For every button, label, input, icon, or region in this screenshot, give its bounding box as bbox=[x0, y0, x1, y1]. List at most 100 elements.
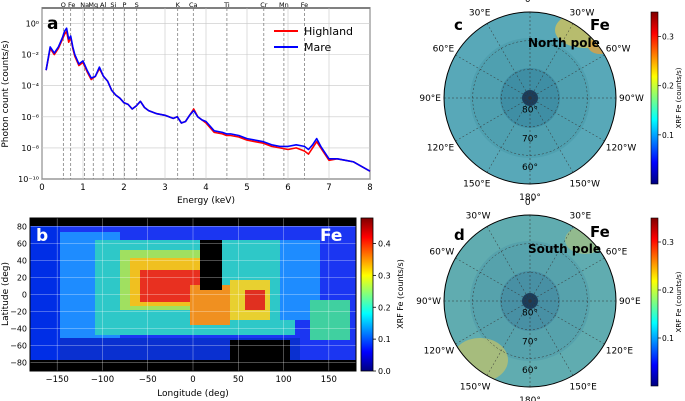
element-line-label: Na bbox=[80, 1, 89, 9]
fe-map-x-tick: −100 bbox=[91, 375, 114, 385]
south-pole-colorbar-label: XRF Fe (counts/s) bbox=[675, 271, 683, 332]
fe-map-grid bbox=[30, 218, 356, 371]
fe-map-no-data-block bbox=[230, 340, 290, 360]
longitude-label: 150°W bbox=[460, 383, 491, 393]
longitude-label: 150°E bbox=[570, 383, 598, 393]
north-pole-colorbar bbox=[650, 11, 659, 185]
fe-map-y-axis-label: Latitude (deg) bbox=[1, 262, 11, 326]
north-pole-element-label: Fe bbox=[590, 16, 610, 34]
north-pole-graticule bbox=[444, 12, 616, 184]
longitude-label: 60°W bbox=[606, 45, 631, 55]
element-line-label: K bbox=[176, 1, 181, 9]
fe-map-frame bbox=[29, 217, 357, 372]
longitude-label: 180° bbox=[519, 193, 541, 203]
fe-map-colorbar-ticks: 0.0 0.1 0.2 0.3 0.4 bbox=[373, 240, 391, 376]
latitude-label: 80° bbox=[522, 106, 538, 116]
spectrum-x-tick: 8 bbox=[367, 183, 372, 193]
south-pole-outline bbox=[443, 214, 617, 388]
south-pole-colorbar bbox=[650, 217, 659, 387]
spectrum-x-tick: 6 bbox=[285, 183, 290, 193]
spectrum-x-tick: 2 bbox=[121, 183, 126, 193]
spectrum-x-tick: 4 bbox=[203, 183, 208, 193]
longitude-label: 90°E bbox=[419, 94, 441, 104]
fe-map-x-axis-label: Longitude (deg) bbox=[157, 389, 229, 399]
fe-map-x-tick: −150 bbox=[45, 375, 68, 385]
pole-colorbar-tick: 0.3 bbox=[662, 33, 674, 42]
spectrum-x-tick: 5 bbox=[244, 183, 249, 193]
spectrum-y-ticks: 10⁻¹⁰ 10⁻⁸ 10⁻⁶ 10⁻⁴ 10⁻² 10⁰ bbox=[18, 20, 39, 184]
south-pole-panel: d Fe South pole 30°W 0° 30°E 60°W 60°E 90°W 90… bbox=[416, 198, 683, 401]
south-pole-latitude-labels: 80° 70° 60° bbox=[522, 309, 538, 376]
fe-map-y-tick: −20 bbox=[10, 308, 27, 317]
longitude-label: 150°W bbox=[570, 180, 601, 190]
longitude-label: 90°W bbox=[619, 94, 644, 104]
spectrum-y-tick: 10⁻⁶ bbox=[21, 113, 39, 122]
panel-b-label: b bbox=[36, 226, 48, 246]
fe-map-cell bbox=[310, 300, 350, 340]
series-mare-line bbox=[45, 27, 371, 172]
fe-map-y-tick: 0 bbox=[22, 291, 27, 300]
latitude-label: 60° bbox=[522, 163, 538, 173]
fe-map-y-tick: −60 bbox=[10, 342, 27, 351]
fe-map-colorbar bbox=[360, 217, 374, 372]
spectrum-x-tick: 3 bbox=[162, 183, 167, 193]
longitude-label: 90°W bbox=[416, 297, 441, 307]
south-pole-colorbar-ticks: 0.1 0.2 0.3 bbox=[658, 238, 674, 343]
spectrum-grid bbox=[41, 8, 371, 180]
spectrum-series bbox=[45, 27, 371, 172]
south-pole-title: South pole bbox=[528, 242, 601, 256]
legend-highland-label: Highland bbox=[304, 25, 353, 38]
spectrum-y-tick: 10⁻¹⁰ bbox=[18, 175, 39, 184]
longitude-label: 60°E bbox=[606, 248, 628, 258]
longitude-label: 30°W bbox=[466, 211, 491, 221]
element-lines: O Fe Na Mg Al Si P S K Ca Ti Cr Mn Fe bbox=[61, 1, 308, 179]
spectrum-x-axis-label: Energy (keV) bbox=[177, 196, 235, 206]
element-line-label: Al bbox=[100, 1, 106, 9]
spectrum-x-tick: 1 bbox=[80, 183, 85, 193]
longitude-label: 120°E bbox=[606, 347, 634, 357]
fe-map-panel: −150 −100 −50 0 50 100 150 80 60 40 20 0 −20 −40 −60 −… bbox=[1, 217, 405, 399]
south-pole-graticule bbox=[444, 215, 616, 387]
latitude-label: 80° bbox=[522, 309, 538, 319]
spectrum-legend: Highland Mare bbox=[274, 25, 353, 54]
spectrum-y-tick: 10⁰ bbox=[26, 20, 39, 29]
fe-map-y-ticks: 80 60 40 20 0 −20 −40 −60 −80 bbox=[10, 223, 27, 368]
element-line-label: O bbox=[61, 1, 66, 9]
spectrum-x-tick: 7 bbox=[326, 183, 331, 193]
fe-map-x-tick: −50 bbox=[139, 375, 157, 385]
fe-map-colorbar-label: XRF Fe (counts/s) bbox=[396, 259, 405, 329]
fe-map-cell bbox=[190, 285, 230, 325]
longitude-label: 30°E bbox=[469, 8, 491, 18]
spectrum-y-tick: 10⁻² bbox=[21, 51, 39, 60]
fe-map-colorbar-tick: 0.3 bbox=[378, 271, 391, 280]
longitude-label: 120°W bbox=[424, 347, 455, 357]
latitude-label: 70° bbox=[522, 134, 538, 144]
spectrum-y-tick: 10⁻⁸ bbox=[21, 144, 39, 153]
element-line-label: Cr bbox=[260, 1, 268, 9]
fe-map-colorbar-tick: 0.0 bbox=[378, 367, 391, 376]
panel-a-label: a bbox=[47, 14, 58, 34]
fe-map-colorbar-tick: 0.4 bbox=[378, 240, 391, 249]
fe-map-x-tick: 150 bbox=[321, 375, 337, 385]
pole-colorbar-tick: 0.2 bbox=[662, 286, 674, 295]
north-pole-outline bbox=[443, 11, 617, 185]
fe-map-x-tick: 50 bbox=[233, 375, 244, 385]
longitude-label: 120°E bbox=[427, 144, 455, 154]
fe-map-y-tick: −40 bbox=[10, 325, 27, 334]
longitude-label: 180° bbox=[519, 396, 541, 401]
south-pole-element-label: Fe bbox=[590, 223, 610, 241]
latitude-label: 70° bbox=[522, 337, 538, 347]
fe-map-x-ticks: −150 −100 −50 0 50 100 150 bbox=[45, 375, 336, 385]
longitude-label: 60°W bbox=[429, 248, 454, 258]
legend-mare-label: Mare bbox=[304, 41, 332, 54]
fe-map-element-label: Fe bbox=[320, 226, 342, 246]
element-line-label: Mg bbox=[88, 1, 98, 9]
north-pole-longitude-labels: 30°E 0° 30°W 60°E 60°W 90°E 90°W 120°E 120°W 150°… bbox=[419, 0, 644, 203]
longitude-label: 30°W bbox=[570, 8, 595, 18]
longitude-label: 0° bbox=[525, 198, 535, 208]
north-pole-title: North pole bbox=[528, 36, 600, 50]
spectrum-y-axis-label: Photon count (counts/s) bbox=[1, 40, 11, 147]
longitude-label: 90°E bbox=[619, 297, 641, 307]
